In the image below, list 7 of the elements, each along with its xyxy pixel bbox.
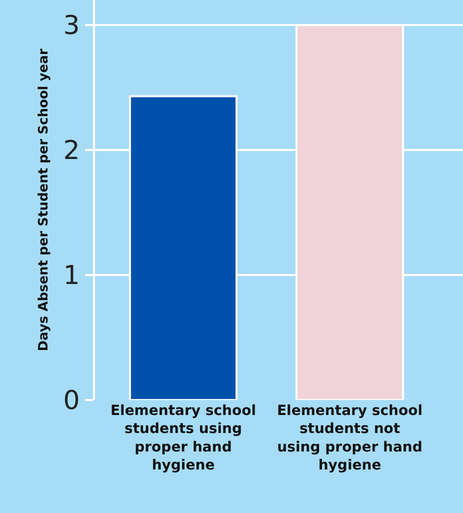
x-tick-label: Elementary school students not using proper hand hygiene: [276, 403, 423, 474]
y-tick-label: 3: [63, 11, 80, 42]
y-tick-label: 2: [63, 136, 80, 166]
y-tick-label: 0: [63, 386, 80, 416]
y-tick-label: 1: [63, 261, 80, 292]
y-axis-title: Days Absent per Student per School year: [36, 48, 52, 352]
x-tick-label: Elementary school students using proper hand hygiene: [110, 403, 256, 474]
